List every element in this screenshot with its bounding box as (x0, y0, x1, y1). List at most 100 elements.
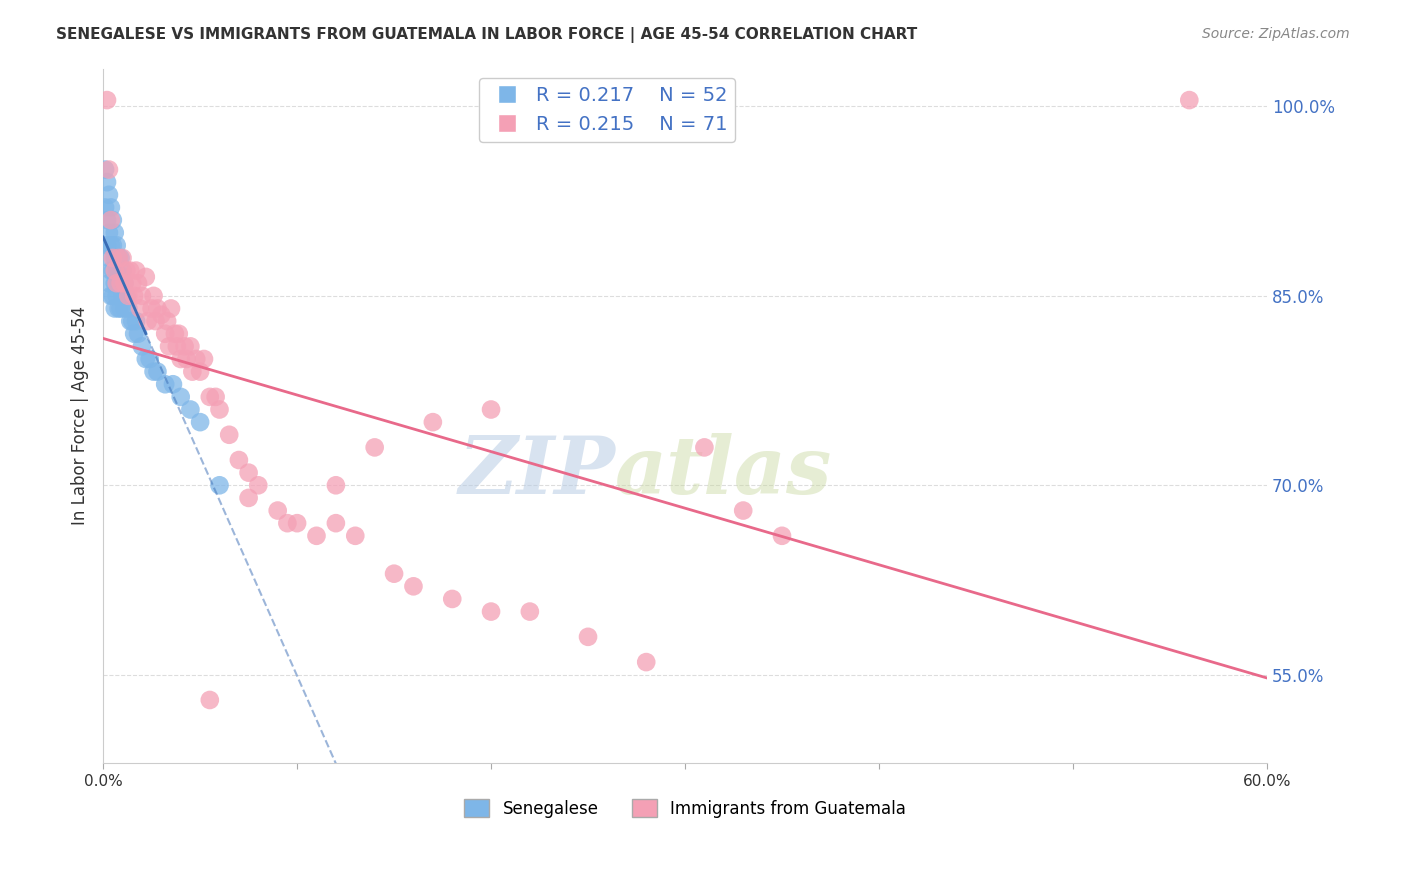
Point (111, 263, 134, 277)
Point (305, 529, 328, 543)
Point (125, 263, 148, 277)
Point (107, 251, 129, 265)
Point (162, 377, 184, 392)
Point (153, 377, 176, 392)
Point (100, 263, 122, 277)
Point (188, 415, 211, 429)
Point (96, 93, 118, 107)
Point (238, 491, 260, 505)
Point (101, 251, 124, 265)
Point (97, 251, 120, 265)
Point (186, 351, 208, 366)
Point (121, 314, 143, 328)
Point (114, 277, 136, 291)
Point (111, 251, 134, 265)
Point (153, 326, 176, 341)
Point (105, 277, 128, 291)
Point (344, 529, 367, 543)
Point (127, 277, 149, 291)
Point (97, 226, 120, 240)
Point (104, 301, 127, 316)
Point (117, 301, 139, 316)
Point (96, 175, 118, 189)
Point (104, 226, 127, 240)
Text: SENEGALESE VS IMMIGRANTS FROM GUATEMALA IN LABOR FORCE | AGE 45-54 CORRELATION C: SENEGALESE VS IMMIGRANTS FROM GUATEMALA … (56, 27, 918, 43)
Point (267, 503, 290, 517)
Point (96, 213, 118, 227)
Point (135, 269, 157, 284)
Point (121, 277, 143, 291)
Point (110, 277, 132, 291)
Point (479, 402, 502, 417)
Point (150, 308, 173, 322)
Point (129, 301, 152, 316)
Point (170, 390, 193, 404)
Point (770, 529, 793, 543)
Point (479, 605, 502, 619)
Point (110, 251, 132, 265)
Point (122, 289, 145, 303)
Y-axis label: In Labor Force | Age 45-54: In Labor Force | Age 45-54 (72, 306, 89, 525)
Point (285, 516, 308, 531)
Point (117, 289, 139, 303)
Point (247, 478, 270, 492)
Point (146, 365, 169, 379)
Point (110, 301, 132, 316)
Point (181, 365, 204, 379)
Point (142, 289, 165, 303)
Point (141, 301, 163, 316)
Point (198, 390, 221, 404)
Point (135, 351, 157, 366)
Point (105, 289, 128, 303)
Point (382, 566, 405, 581)
Point (441, 591, 464, 606)
Point (120, 314, 142, 328)
Point (100, 238, 122, 252)
Point (208, 402, 231, 417)
Point (167, 326, 190, 341)
Point (131, 339, 153, 353)
Point (107, 277, 129, 291)
Point (101, 238, 124, 252)
Point (163, 326, 186, 341)
Point (97, 277, 120, 291)
Point (97, 187, 120, 202)
Point (228, 453, 250, 467)
Text: Source: ZipAtlas.com: Source: ZipAtlas.com (1202, 27, 1350, 41)
Point (100, 289, 122, 303)
Point (104, 263, 127, 277)
Point (101, 289, 124, 303)
Point (105, 263, 128, 277)
Point (136, 314, 159, 328)
Point (114, 301, 136, 316)
Point (176, 351, 198, 366)
Point (204, 390, 226, 404)
Point (173, 339, 195, 353)
Point (636, 655, 658, 669)
Point (402, 579, 425, 593)
Point (1178, 93, 1201, 107)
Point (104, 277, 127, 291)
Point (107, 251, 129, 265)
Point (193, 351, 215, 366)
Text: atlas: atlas (616, 433, 832, 510)
Point (125, 314, 148, 328)
Point (104, 251, 127, 265)
Point (100, 201, 122, 215)
Point (208, 478, 231, 492)
Point (101, 213, 124, 227)
Point (179, 402, 201, 417)
Point (105, 238, 128, 252)
Point (115, 289, 138, 303)
Point (100, 213, 122, 227)
Point (142, 365, 165, 379)
Point (157, 339, 180, 353)
Point (576, 630, 599, 644)
Point (276, 516, 298, 531)
Point (120, 263, 142, 277)
Point (170, 351, 193, 366)
Point (96, 238, 118, 252)
Point (146, 301, 169, 316)
Point (156, 314, 179, 328)
Point (111, 289, 134, 303)
